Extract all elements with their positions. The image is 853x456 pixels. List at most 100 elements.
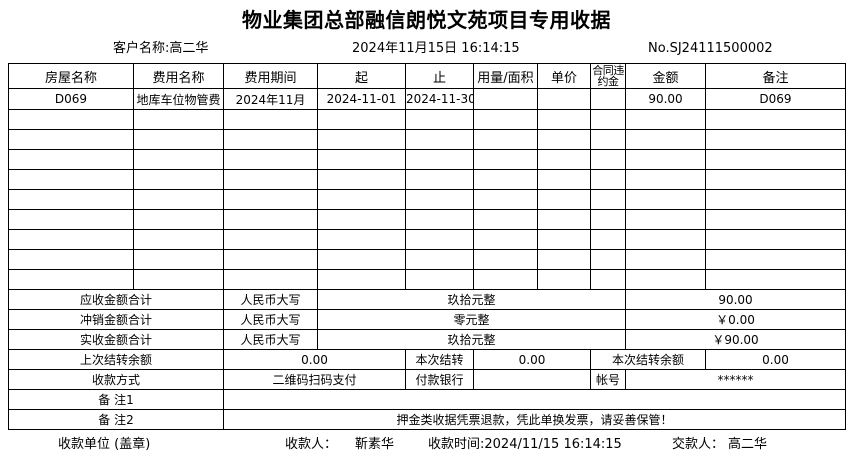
blank-cell (625, 269, 706, 290)
label-previous-balance: 上次结转余额 (8, 349, 224, 370)
cell-start: 2024-11-01 (317, 88, 406, 110)
blank-cell (590, 129, 626, 150)
label-current-balance: 本次结转余额 (590, 349, 706, 370)
label-current-carryover: 本次结转 (405, 349, 474, 370)
value-receivable-amount: 90.00 (625, 289, 846, 310)
blank-cell (317, 229, 406, 250)
blank-cell (473, 149, 538, 170)
blank-cell (317, 149, 406, 170)
blank-cell (133, 109, 224, 130)
value-received-amount: ￥90.00 (625, 329, 846, 350)
value-writeoff-amount: ￥0.00 (625, 309, 846, 330)
label-writeoff-total: 冲销金额合计 (8, 309, 224, 330)
blank-cell (405, 109, 474, 130)
footer-payee-label: 收款人： (285, 437, 338, 452)
col-header-unit-price: 单价 (537, 63, 591, 89)
receipt-table: 房屋名称 费用名称 费用期间 起 止 用量/面积 单价 合同违约金 金额 备注 … (8, 63, 846, 430)
blank-cell (705, 189, 846, 210)
blank-cell (223, 129, 318, 150)
cell-amount: 90.00 (625, 88, 706, 110)
label-capital-receivable: 人民币大写 (223, 289, 318, 310)
blank-cell (317, 189, 406, 210)
col-header-fee-name: 费用名称 (133, 63, 224, 89)
col-header-house: 房屋名称 (8, 63, 134, 89)
blank-cell (537, 249, 591, 270)
blank-cell (317, 129, 406, 150)
blank-cell (223, 269, 318, 290)
cell-fee-name: 地库车位物管费 (133, 88, 224, 110)
blank-cell (625, 249, 706, 270)
col-header-quantity: 用量/面积 (473, 63, 538, 89)
blank-cell (133, 189, 224, 210)
label-received-total: 实收金额合计 (8, 329, 224, 350)
blank-cell (705, 169, 846, 190)
blank-cell (590, 109, 626, 130)
blank-cell (537, 169, 591, 190)
blank-cell (705, 129, 846, 150)
label-account-number: 帐号 (590, 369, 626, 390)
table-row-blank (8, 209, 846, 230)
table-row-blank (8, 169, 846, 190)
blank-cell (590, 209, 626, 230)
blank-cell (625, 129, 706, 150)
col-header-penalty: 合同违约金 (590, 63, 626, 89)
label-payment-bank: 付款银行 (405, 369, 474, 390)
blank-cell (8, 129, 134, 150)
col-header-amount: 金额 (625, 63, 706, 89)
blank-cell (590, 149, 626, 170)
cell-period: 2024年11月 (223, 88, 318, 110)
blank-cell (625, 229, 706, 250)
blank-cell (317, 249, 406, 270)
table-row-blank (8, 149, 846, 170)
blank-cell (537, 209, 591, 230)
value-capital-received: 玖拾元整 (317, 329, 626, 350)
blank-cell (473, 169, 538, 190)
label-note1: 备 注1 (8, 389, 224, 410)
blank-cell (405, 129, 474, 150)
footer-collection-time: 收款时间:2024/11/15 16:14:15 (428, 437, 622, 452)
col-header-start: 起 (317, 63, 406, 89)
payment-row: 收款方式 二维码扫码支付 付款银行 帐号 ****** (8, 369, 846, 390)
blank-cell (317, 209, 406, 230)
blank-cell (223, 109, 318, 130)
table-row-blank (8, 129, 846, 150)
blank-cell (317, 269, 406, 290)
blank-cell (537, 269, 591, 290)
blank-cell (625, 149, 706, 170)
blank-cell (473, 189, 538, 210)
blank-cell (625, 209, 706, 230)
blank-cell (625, 189, 706, 210)
blank-cell (405, 249, 474, 270)
blank-cell (405, 189, 474, 210)
footer-payer-label: 交款人： (672, 437, 725, 452)
carryover-row: 上次结转余额 0.00 本次结转 0.00 本次结转余额 0.00 (8, 349, 846, 370)
summary-row-writeoff: 冲销金额合计 人民币大写 零元整 ￥0.00 (8, 309, 846, 330)
blank-cell (223, 169, 318, 190)
value-payment-bank (473, 369, 591, 390)
blank-cell (405, 209, 474, 230)
blank-cell (8, 249, 134, 270)
blank-cell (8, 209, 134, 230)
blank-cell (405, 149, 474, 170)
blank-cell (705, 249, 846, 270)
note1-row: 备 注1 (8, 389, 846, 410)
value-payment-method: 二维码扫码支付 (223, 369, 406, 390)
cell-quantity (473, 88, 538, 110)
footer-payer-name: 高二华 (728, 437, 768, 452)
table-row-blank (8, 249, 846, 270)
label-capital-received: 人民币大写 (223, 329, 318, 350)
label-note2: 备 注2 (8, 409, 224, 430)
blank-cell (590, 189, 626, 210)
blank-cell (590, 269, 626, 290)
summary-row-received: 实收金额合计 人民币大写 玖拾元整 ￥90.00 (8, 329, 846, 350)
blank-cell (705, 209, 846, 230)
blank-cell (537, 129, 591, 150)
blank-cell (473, 109, 538, 130)
blank-cell (473, 249, 538, 270)
receipt-footer: 收款单位 (盖章) 收款人： 靳素华 收款时间:2024/11/15 16:14… (0, 434, 853, 456)
blank-cell (133, 129, 224, 150)
blank-cell (223, 249, 318, 270)
blank-cell (133, 269, 224, 290)
table-row: D069 地库车位物管费 2024年11月 2024-11-01 2024-11… (8, 88, 846, 110)
